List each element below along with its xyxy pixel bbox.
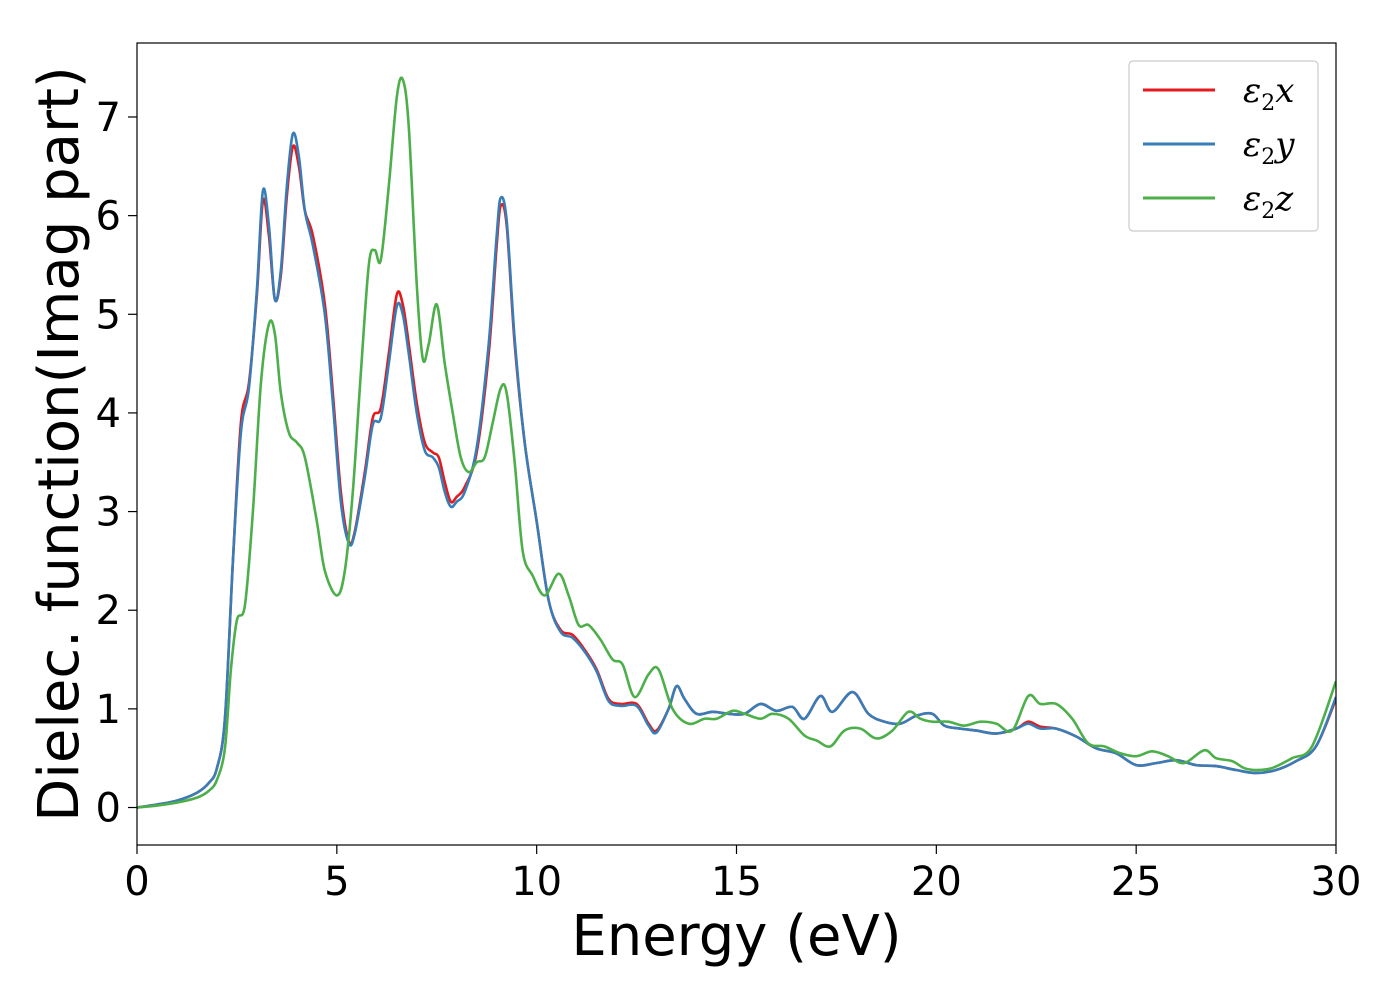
x-tick-label: 15: [711, 859, 762, 905]
legend-label-y: ε2y: [1243, 125, 1295, 170]
series-layer: [137, 76, 1336, 809]
x-tick-label: 30: [1311, 859, 1362, 905]
x-tick-label: 20: [911, 859, 962, 905]
x-axis-ticks: 0 5 10 15 20 25 30: [124, 845, 1361, 905]
series-line-z: [137, 76, 1336, 809]
x-tick-label: 5: [324, 859, 349, 905]
x-tick-label: 25: [1111, 859, 1162, 905]
y-tick-label: 6: [96, 194, 121, 240]
y-tick-label: 4: [96, 391, 121, 437]
y-tick-label: 2: [96, 588, 121, 634]
x-tick-label: 0: [124, 859, 149, 905]
x-axis-label: Energy (eV): [571, 904, 901, 969]
legend-label-x: ε2x: [1243, 71, 1294, 116]
series-line-y: [137, 131, 1336, 809]
plot-area: [136, 42, 1337, 846]
y-tick-label: 5: [96, 292, 121, 338]
y-tick-label: 3: [96, 490, 121, 536]
y-tick-label: 7: [96, 95, 121, 141]
y-tick-label: 1: [96, 687, 121, 733]
legend-box: [1128, 60, 1319, 232]
y-axis-label: Dielec. function(Imag part): [27, 66, 92, 822]
legend: ε2x ε2y ε2z: [1128, 60, 1319, 232]
legend-label-z: ε2z: [1243, 179, 1294, 224]
x-tick-label: 10: [511, 859, 562, 905]
y-tick-label: 0: [96, 786, 121, 832]
y-axis-ticks: 0 1 2 3 4 5 6 7: [96, 95, 137, 832]
